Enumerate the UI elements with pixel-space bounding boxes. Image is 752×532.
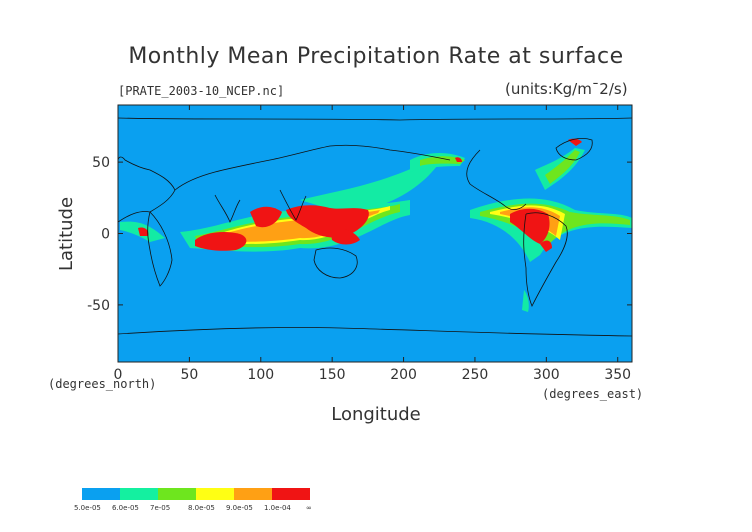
y-axis-unit-label: (degrees_north) [48, 377, 156, 391]
x-tick-label: 50 [180, 367, 198, 383]
legend-label: 6.0e-05 [112, 504, 139, 512]
source-file-label: [PRATE_2003-10_NCEP.nc] [118, 84, 285, 98]
x-tick-label: 0 [114, 367, 123, 383]
y-axis-title: Latitude [56, 197, 77, 271]
legend-swatch [82, 488, 120, 500]
legend-swatch [158, 488, 196, 500]
legend-label: 9.0e-05 [226, 504, 253, 512]
x-tick-label: 250 [462, 367, 489, 383]
units-label: (units:Kg/m¯2/s) [505, 80, 628, 98]
legend-label: 7e-05 [150, 504, 171, 512]
precipitation-field [118, 117, 632, 337]
x-tick-label: 200 [390, 367, 417, 383]
x-tick-label: 100 [247, 367, 274, 383]
x-tick-label: 350 [604, 367, 631, 383]
y-tick-label: -50 [87, 298, 110, 314]
x-axis-ticks: 0 50 100 150 200 250 300 350 [114, 105, 631, 383]
legend-swatch [272, 488, 310, 500]
x-axis-title: Longitude [331, 404, 421, 425]
legend-swatch [196, 488, 234, 500]
chart-title: Monthly Mean Precipitation Rate at surfa… [128, 44, 624, 69]
legend-swatch [234, 488, 272, 500]
x-tick-label: 300 [533, 367, 560, 383]
rain-band-red [138, 138, 582, 252]
legend-swatch [120, 488, 158, 500]
legend-end-label: ∞ [306, 504, 312, 512]
y-tick-label: 0 [101, 227, 110, 243]
x-tick-label: 150 [319, 367, 346, 383]
coastlines [118, 117, 632, 337]
legend-label: 5.0e-05 [74, 504, 101, 512]
y-tick-label: 50 [92, 155, 110, 171]
y-axis-ticks: -50 0 50 [87, 155, 632, 314]
legend-label: 1.0e-04 [264, 504, 291, 512]
x-axis-unit-label: (degrees_east) [542, 387, 643, 401]
legend-label: 8.0e-05 [188, 504, 215, 512]
